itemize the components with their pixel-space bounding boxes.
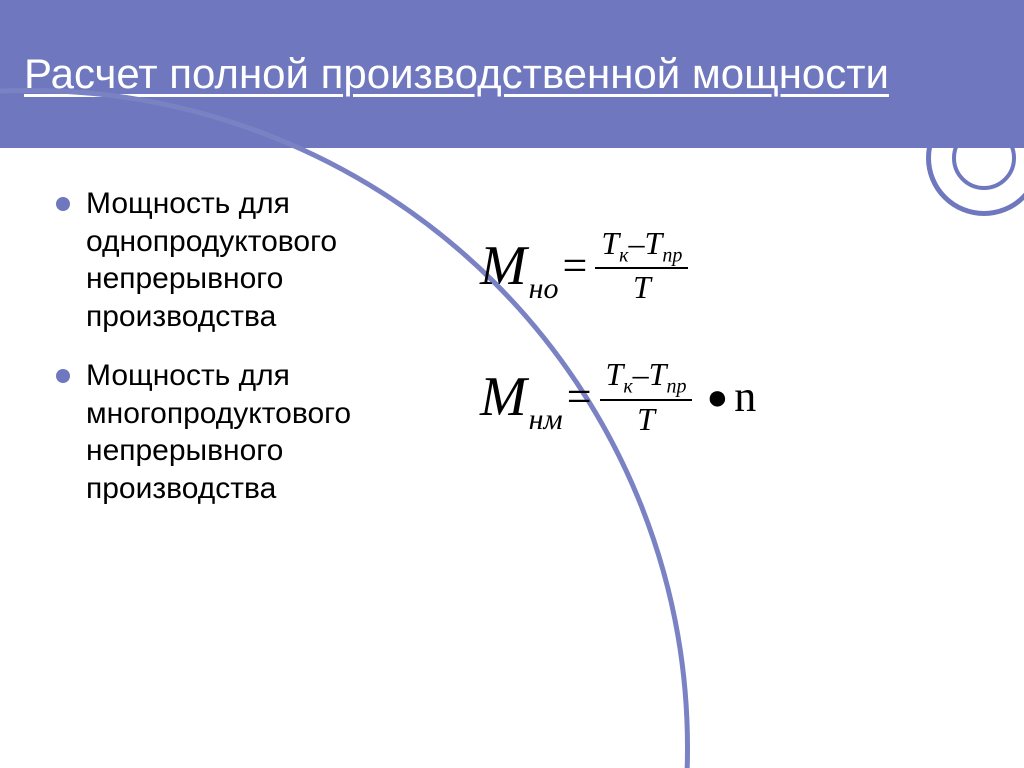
formula-multi: M нм = Tк–Tпр T ●n xyxy=(480,356,984,437)
equals-sign: = xyxy=(567,371,592,422)
title-bar: Расчет полной производственной мощности xyxy=(0,0,1024,148)
symbol-M-sub: нм xyxy=(529,403,563,437)
slide: Расчет полной производственной мощности … xyxy=(0,0,1024,768)
symbol-M: M xyxy=(480,365,527,429)
numerator-T2-sub: пр xyxy=(666,376,686,398)
tail-n: n xyxy=(734,372,756,421)
numerator-T2: T xyxy=(649,356,667,392)
fraction: Tк–Tпр T xyxy=(600,356,693,437)
symbol-M: M xyxy=(480,234,527,298)
denominator: T xyxy=(631,401,661,438)
content-area: Мощность для однопродуктового непрерывно… xyxy=(50,185,984,728)
formula-mono: M но = Tк–Tпр T xyxy=(480,225,984,306)
slide-title: Расчет полной производственной мощности xyxy=(24,49,889,99)
fraction: Tк–Tпр T xyxy=(595,225,688,306)
tail-multiply: ●n xyxy=(700,371,756,422)
bullet-list: Мощность для однопродуктового непрерывно… xyxy=(50,185,470,728)
symbol-M-sub: но xyxy=(529,272,559,306)
numerator-T1: T xyxy=(606,356,624,392)
formula-area: M но = Tк–Tпр T M нм = xyxy=(470,185,984,728)
list-item: Мощность для многопродуктового непрерывн… xyxy=(50,357,470,507)
numerator-T1: T xyxy=(601,225,619,261)
numerator-T1-sub: к xyxy=(619,244,628,266)
equals-sign: = xyxy=(563,240,588,291)
list-item: Мощность для однопродуктового непрерывно… xyxy=(50,185,470,335)
denominator: T xyxy=(627,269,657,306)
numerator-T1-sub: к xyxy=(623,376,632,398)
numerator-T2-sub: пр xyxy=(662,244,682,266)
numerator-T2: T xyxy=(645,225,663,261)
